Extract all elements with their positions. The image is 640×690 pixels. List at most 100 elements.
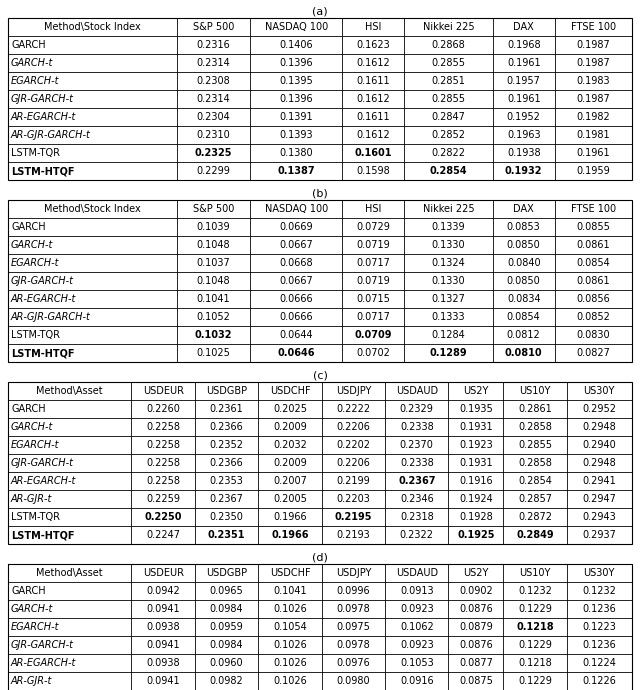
Text: 0.1395: 0.1395 [279,76,313,86]
Text: 0.0646: 0.0646 [277,348,315,358]
Text: 0.0938: 0.0938 [147,658,180,668]
Text: 0.2322: 0.2322 [400,530,434,540]
Text: 0.0923: 0.0923 [400,640,434,650]
Bar [8,200,632,362]
Text: 0.2206: 0.2206 [337,422,371,432]
Text: FTSE 100: FTSE 100 [571,22,616,32]
Text: 0.2009: 0.2009 [273,458,307,468]
Text: LSTM-HTQF: LSTM-HTQF [11,166,74,176]
Text: 0.1925: 0.1925 [457,530,495,540]
Text: EGARCH-t: EGARCH-t [11,258,60,268]
Text: 0.1935: 0.1935 [459,404,493,414]
Text: LSTM-HTQF: LSTM-HTQF [11,530,74,540]
Text: 0.0717: 0.0717 [356,312,390,322]
Text: 0.0984: 0.0984 [210,604,243,614]
Text: 0.1229: 0.1229 [518,676,552,686]
Text: NASDAQ 100: NASDAQ 100 [264,22,328,32]
Text: 0.1396: 0.1396 [279,58,313,68]
Text: FTSE 100: FTSE 100 [571,204,616,214]
Text: 0.2314: 0.2314 [196,58,230,68]
Text: USDGBP: USDGBP [206,386,247,396]
Text: 0.1232: 0.1232 [582,586,616,596]
Text: GARCH: GARCH [11,222,45,232]
Text: 0.2952: 0.2952 [582,404,616,414]
Text: 0.1406: 0.1406 [279,40,313,50]
Text: 0.2948: 0.2948 [582,422,616,432]
Text: 0.1963: 0.1963 [507,130,541,140]
Text: 0.0978: 0.0978 [337,604,371,614]
Text: US10Y: US10Y [519,386,550,396]
Text: 0.2351: 0.2351 [208,530,245,540]
Text: 0.2007: 0.2007 [273,476,307,486]
Text: 0.2338: 0.2338 [400,458,434,468]
Text: USDEUR: USDEUR [143,386,184,396]
Text: GJR-GARCH-t: GJR-GARCH-t [11,640,74,650]
Text: 0.1039: 0.1039 [196,222,230,232]
Text: 0.0938: 0.0938 [147,622,180,632]
Text: 0.1026: 0.1026 [273,676,307,686]
Text: 0.0667: 0.0667 [279,276,313,286]
Text: 0.1952: 0.1952 [507,112,541,122]
Text: 0.2854: 0.2854 [518,476,552,486]
Text: 0.1339: 0.1339 [431,222,465,232]
Text: US10Y: US10Y [519,568,550,578]
Text: (d): (d) [312,552,328,562]
Text: 0.0830: 0.0830 [577,330,611,340]
Text: LSTM-TQR: LSTM-TQR [11,330,60,340]
Text: 0.1236: 0.1236 [582,604,616,614]
Text: GARCH-t: GARCH-t [11,604,53,614]
Text: 0.1923: 0.1923 [459,440,493,450]
Text: USDGBP: USDGBP [206,568,247,578]
Text: (c): (c) [312,370,328,380]
Text: 0.1611: 0.1611 [356,112,390,122]
Text: 0.2861: 0.2861 [518,404,552,414]
Text: 0.2849: 0.2849 [516,530,554,540]
Text: 0.0942: 0.0942 [147,586,180,596]
Text: 0.1987: 0.1987 [577,58,611,68]
Text: 0.1387: 0.1387 [277,166,315,176]
Text: USDJPY: USDJPY [336,568,371,578]
Text: 0.1041: 0.1041 [196,294,230,304]
Text: 0.2203: 0.2203 [337,494,371,504]
Text: 0.1983: 0.1983 [577,76,611,86]
Text: LSTM-TQR: LSTM-TQR [11,512,60,522]
Text: 0.0853: 0.0853 [507,222,541,232]
Text: DAX: DAX [513,204,534,214]
Text: US2Y: US2Y [463,386,488,396]
Text: 0.0976: 0.0976 [337,658,371,668]
Text: 0.1612: 0.1612 [356,58,390,68]
Text: 0.0913: 0.0913 [400,586,433,596]
Text: 0.2367: 0.2367 [210,494,243,504]
Text: 0.1961: 0.1961 [507,94,541,104]
Text: NASDAQ 100: NASDAQ 100 [264,204,328,214]
Text: 0.0916: 0.0916 [400,676,433,686]
Text: 0.2361: 0.2361 [210,404,243,414]
Text: 0.1284: 0.1284 [431,330,465,340]
Text: 0.1037: 0.1037 [196,258,230,268]
Text: 0.2193: 0.2193 [337,530,371,540]
Text: 0.0717: 0.0717 [356,258,390,268]
Text: USDCHF: USDCHF [269,386,310,396]
Text: 0.1932: 0.1932 [505,166,543,176]
Text: USDCHF: USDCHF [269,568,310,578]
Text: 0.1982: 0.1982 [577,112,611,122]
Text: 0.2005: 0.2005 [273,494,307,504]
Text: 0.1987: 0.1987 [577,94,611,104]
Text: 0.0876: 0.0876 [459,604,493,614]
Text: 0.2943: 0.2943 [582,512,616,522]
Text: 0.2299: 0.2299 [196,166,230,176]
Text: 0.1330: 0.1330 [431,240,465,250]
Text: 0.1961: 0.1961 [507,58,541,68]
Text: 0.2318: 0.2318 [400,512,434,522]
Text: 0.2852: 0.2852 [431,130,465,140]
Bar [8,18,632,180]
Text: GARCH-t: GARCH-t [11,240,53,250]
Text: 0.0861: 0.0861 [577,276,611,286]
Text: 0.1236: 0.1236 [582,640,616,650]
Text: 0.0996: 0.0996 [337,586,370,596]
Text: 0.2858: 0.2858 [518,422,552,432]
Text: AR-EGARCH-t: AR-EGARCH-t [11,476,76,486]
Text: 0.2346: 0.2346 [400,494,434,504]
Text: Method\Asset: Method\Asset [36,568,103,578]
Text: AR-GJR-GARCH-t: AR-GJR-GARCH-t [11,130,91,140]
